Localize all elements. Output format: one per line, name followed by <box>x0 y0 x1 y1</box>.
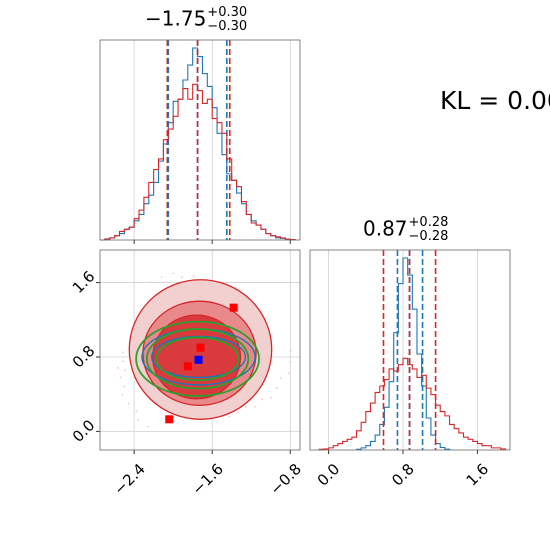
hist2-xtick-label-2: 1.6 <box>463 460 493 490</box>
joint-scatter-point <box>136 419 139 422</box>
hist2-frame <box>309 249 511 451</box>
joint-scatter-point <box>192 275 195 278</box>
joint-xtick-label-2: −0.8 <box>267 460 305 498</box>
joint-green-contour-1 <box>145 328 250 390</box>
joint-red-marker-0 <box>229 303 238 312</box>
title-2-value: 0.87 <box>363 216 408 241</box>
joint-scatter-point <box>119 376 122 379</box>
panel-1-title: −1.75 +0.30 −0.30 <box>145 6 247 34</box>
marginal-histogram-panel-1 <box>99 39 301 244</box>
title-2-minus: −0.28 <box>408 229 449 244</box>
joint-frame <box>99 249 301 451</box>
joint-scatter-point <box>289 361 292 364</box>
joint-scatter-point <box>127 402 130 405</box>
hist2-xtick-label-0: 0.0 <box>314 460 344 490</box>
joint-scatter-point <box>287 372 290 375</box>
joint-scatter-point <box>172 272 175 275</box>
joint-scatter-point <box>123 369 126 372</box>
joint-ytick-label-0: 0.0 <box>69 416 99 446</box>
joint-contour-panel: −2.4 −1.6 −0.8 0.0 0.8 1.6 <box>69 249 305 499</box>
joint-scatter-point <box>275 387 278 390</box>
joint-scatter-point <box>122 360 124 363</box>
joint-scatter-point <box>149 281 152 283</box>
joint-red-marker-1 <box>196 343 205 352</box>
joint-red-marker-3 <box>165 415 174 424</box>
hist1-frame <box>99 39 301 241</box>
joint-blue-contour-0 <box>151 335 247 379</box>
joint-green-contour-0 <box>155 336 240 382</box>
title-2-plus: +0.28 <box>408 215 449 230</box>
hist2-series-0-step <box>355 257 451 450</box>
joint-xtick-label-1: −1.6 <box>188 460 226 498</box>
joint-blue-marker-0 <box>194 355 203 364</box>
marginal-histogram-panel-2: 0.0 0.8 1.6 <box>309 249 511 490</box>
title-1-minus: −0.30 <box>207 19 248 34</box>
title-1-value: −1.75 <box>145 6 207 31</box>
joint-xtick-label-0: −2.4 <box>110 460 148 498</box>
joint-scatter-point <box>289 349 292 352</box>
joint-scatter-point <box>279 377 282 380</box>
joint-scatter-point <box>261 398 263 401</box>
title-1-plus: +0.30 <box>207 5 248 20</box>
joint-scatter-point <box>160 276 163 278</box>
joint-green-contour-2 <box>135 320 260 397</box>
joint-scatter-point <box>116 367 119 369</box>
joint-scatter-point <box>135 410 138 413</box>
joint-red-marker-2 <box>183 362 192 371</box>
joint-scatter-point <box>270 396 272 399</box>
panel-2-title: 0.87 +0.28 −0.28 <box>363 216 448 244</box>
joint-scatter-point <box>147 425 149 428</box>
kl-annotation: KL = 0.00 <box>440 86 550 115</box>
joint-scatter-point <box>181 276 183 279</box>
hist2-xtick-label-1: 0.8 <box>388 460 418 490</box>
joint-scatter-point <box>121 351 124 354</box>
joint-scatter-point <box>254 406 256 408</box>
joint-ytick-label-1: 0.8 <box>69 342 99 372</box>
joint-ytick-label-2: 1.6 <box>69 267 99 297</box>
joint-scatter-point <box>245 405 247 408</box>
joint-scatter-point <box>228 415 231 418</box>
hist2-series-1-step <box>318 357 506 450</box>
joint-scatter-point <box>237 411 239 414</box>
joint-scatter-point <box>121 393 124 396</box>
joint-scatter-point <box>123 385 126 388</box>
